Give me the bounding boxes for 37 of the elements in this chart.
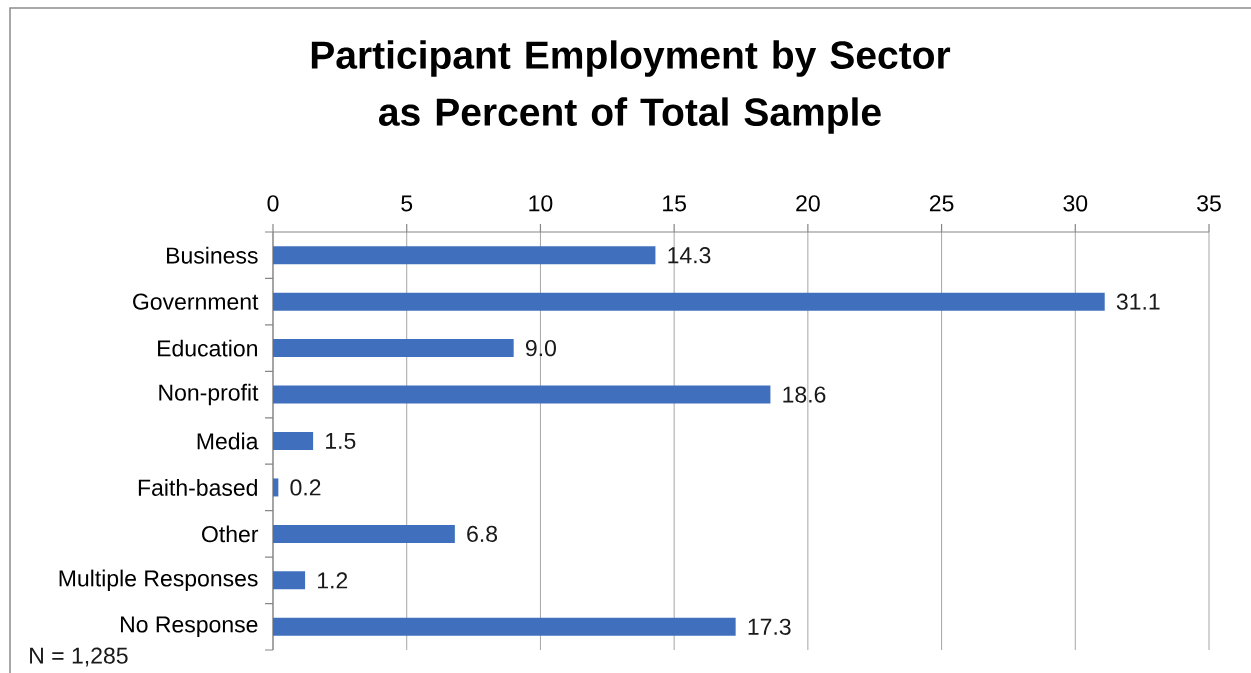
- y-tick-label: No Response: [120, 616, 258, 638]
- bar: [273, 385, 771, 404]
- x-tick-label: 25: [929, 195, 954, 212]
- data-label: 6.8: [467, 525, 498, 543]
- y-tick-label: Other: [202, 525, 259, 543]
- y-tick-label: Multiple Responses: [59, 569, 258, 592]
- data-label: 18.6: [783, 386, 826, 403]
- x-tick-label: 30: [1063, 195, 1088, 212]
- bar: [273, 246, 656, 265]
- y-tick-label: Non-profit: [159, 383, 259, 406]
- bar: [273, 432, 314, 450]
- data-label: 17.3: [748, 618, 791, 635]
- y-tick-label: Education: [158, 339, 257, 357]
- y-tick-label: Government: [133, 293, 259, 310]
- text: N = 1,285: [30, 647, 128, 667]
- x-tick-label: 5: [401, 195, 413, 212]
- bar: [273, 292, 1105, 311]
- bar: [273, 617, 736, 636]
- bar: [273, 524, 455, 543]
- data-label: 1.2: [318, 572, 348, 589]
- x-tick-label: 35: [1197, 195, 1221, 212]
- chart-title: Participant Employment by Sector as Percent of Total Sample: [311, 40, 951, 134]
- x-tick-label: 10: [529, 195, 553, 212]
- y-tick-label: Media: [197, 432, 259, 450]
- data-label: 14.3: [668, 247, 711, 264]
- y-tick-label: Faith-based: [138, 479, 257, 496]
- bar: [273, 571, 306, 590]
- data-label: 31.1: [1116, 293, 1160, 310]
- x-tick-label: 20: [796, 195, 820, 212]
- data-label: 9.0: [525, 339, 556, 357]
- y-tick-label: Business: [167, 246, 258, 264]
- bar: [273, 478, 279, 497]
- x-tick-label: 15: [663, 195, 686, 212]
- data-label: 0.2: [290, 479, 321, 496]
- data-label: 1.5: [326, 432, 356, 450]
- x-tick-label: 0: [267, 195, 279, 212]
- bar: [273, 339, 514, 358]
